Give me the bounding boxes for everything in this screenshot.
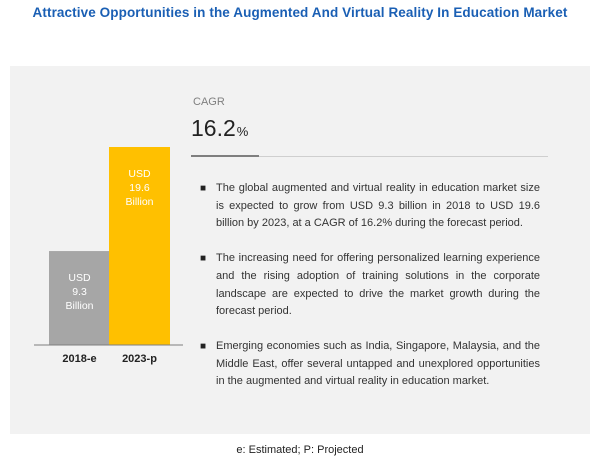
- cagr-divider: [259, 156, 548, 157]
- x-tick-label: 2023-p: [122, 353, 157, 365]
- x-tick-label: 2018-e: [62, 353, 96, 365]
- cagr-label: CAGR: [193, 96, 225, 108]
- data-label: Billion: [65, 300, 93, 312]
- data-label: USD: [68, 272, 91, 284]
- bar-2018-e: [49, 251, 110, 345]
- bullet-text: The increasing need for offering persona…: [216, 252, 540, 318]
- data-label: Billion: [125, 196, 153, 208]
- bullet-text: The global augmented and virtual reality…: [216, 182, 540, 230]
- data-label: USD: [128, 168, 151, 180]
- bullet-item: ■ The global augmented and virtual reali…: [198, 180, 540, 233]
- content-panel: CAGR 16.2% ■ The global augmented and vi…: [10, 66, 590, 434]
- cagr-underline: [191, 155, 259, 157]
- data-label: 9.3: [72, 286, 87, 298]
- bullet-icon: ■: [200, 253, 207, 265]
- cagr-number: 16.2: [191, 115, 236, 141]
- bullet-item: ■ The increasing need for offering perso…: [198, 250, 540, 321]
- bullet-list: ■ The global augmented and virtual reali…: [198, 180, 540, 408]
- bullet-icon: ■: [200, 183, 207, 194]
- chart-title: Attractive Opportunities in the Augmente…: [32, 5, 568, 20]
- cagr-unit: %: [236, 124, 249, 139]
- cagr-value: 16.2%: [191, 115, 248, 142]
- footnote: e: Estimated; P: Projected: [236, 444, 364, 456]
- bullet-text: Emerging economies such as India, Singap…: [216, 339, 540, 388]
- bullet-item: ■ Emerging economies such as India, Sing…: [198, 338, 540, 391]
- data-label: 19.6: [129, 182, 150, 194]
- bullet-icon: ■: [200, 340, 207, 352]
- bar-2023-p: [109, 147, 170, 345]
